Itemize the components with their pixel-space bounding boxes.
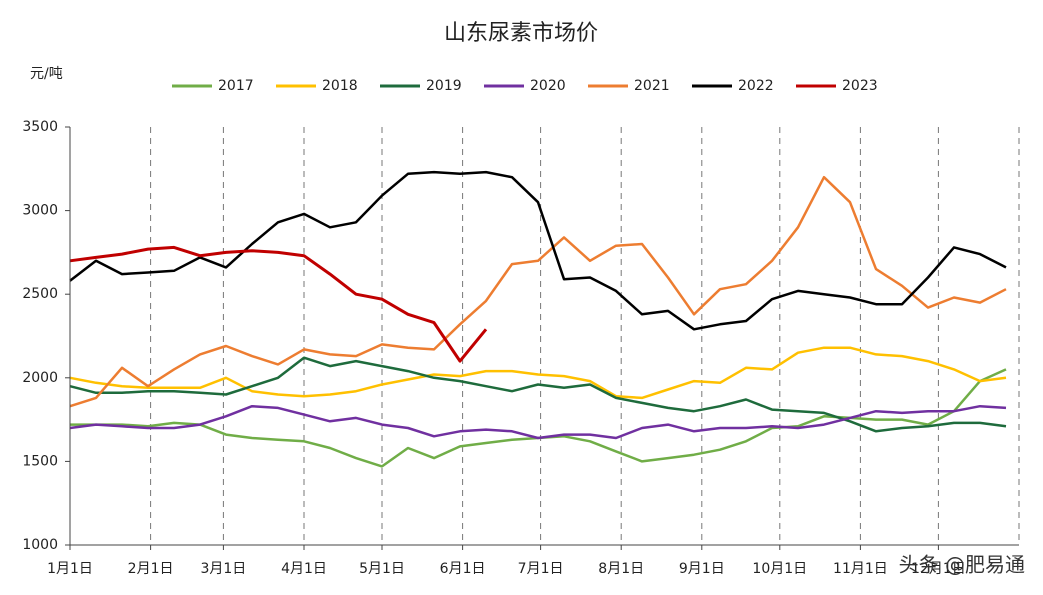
y-axis-label: 元/吨 [30, 66, 63, 82]
y-tick-label: 1500 [22, 453, 58, 469]
legend-label: 2019 [426, 78, 462, 94]
legend-label: 2023 [842, 78, 878, 94]
chart-title: 山东尿素市场价 [444, 21, 598, 46]
y-tick-label: 2000 [22, 370, 58, 386]
series-line [69, 356, 1007, 433]
x-tick-label: 8月1日 [598, 561, 644, 577]
legend-label: 2022 [738, 78, 774, 94]
lines [69, 170, 1007, 468]
x-tick-label: 2月1日 [128, 561, 174, 577]
x-tick-label: 12月1日 [911, 561, 966, 577]
legend-label: 2018 [322, 78, 358, 94]
x-tick-label: 10月1日 [752, 561, 807, 577]
series-line [69, 346, 1007, 400]
x-tick-label: 6月1日 [440, 561, 486, 577]
series-line [69, 170, 1007, 331]
legend-label: 2021 [634, 78, 670, 94]
legend-label: 2020 [530, 78, 566, 94]
x-tick-label: 3月1日 [200, 561, 246, 577]
x-tick-label: 4月1日 [281, 561, 327, 577]
series-line [69, 245, 488, 363]
x-tick-label: 11月1日 [833, 561, 888, 577]
x-tick-label: 5月1日 [359, 561, 405, 577]
series-line [69, 175, 1007, 408]
x-tick-label: 7月1日 [518, 561, 564, 577]
legend-label: 2017 [218, 78, 254, 94]
x-tick-label: 9月1日 [679, 561, 725, 577]
y-tick-label: 2500 [22, 286, 58, 302]
watermark: 头条 @肥易通 [899, 553, 1025, 577]
x-tick-label: 1月1日 [47, 561, 93, 577]
grid [150, 127, 939, 545]
series-line [69, 404, 1007, 440]
y-tick-label: 1000 [22, 537, 58, 553]
y-tick-label: 3500 [22, 119, 58, 135]
axes: 1000 1500 2000 2500 3000 3500 1月1日 2月1日 3月1日 4月1日… [22, 119, 1019, 577]
y-tick-label: 3000 [22, 203, 58, 219]
